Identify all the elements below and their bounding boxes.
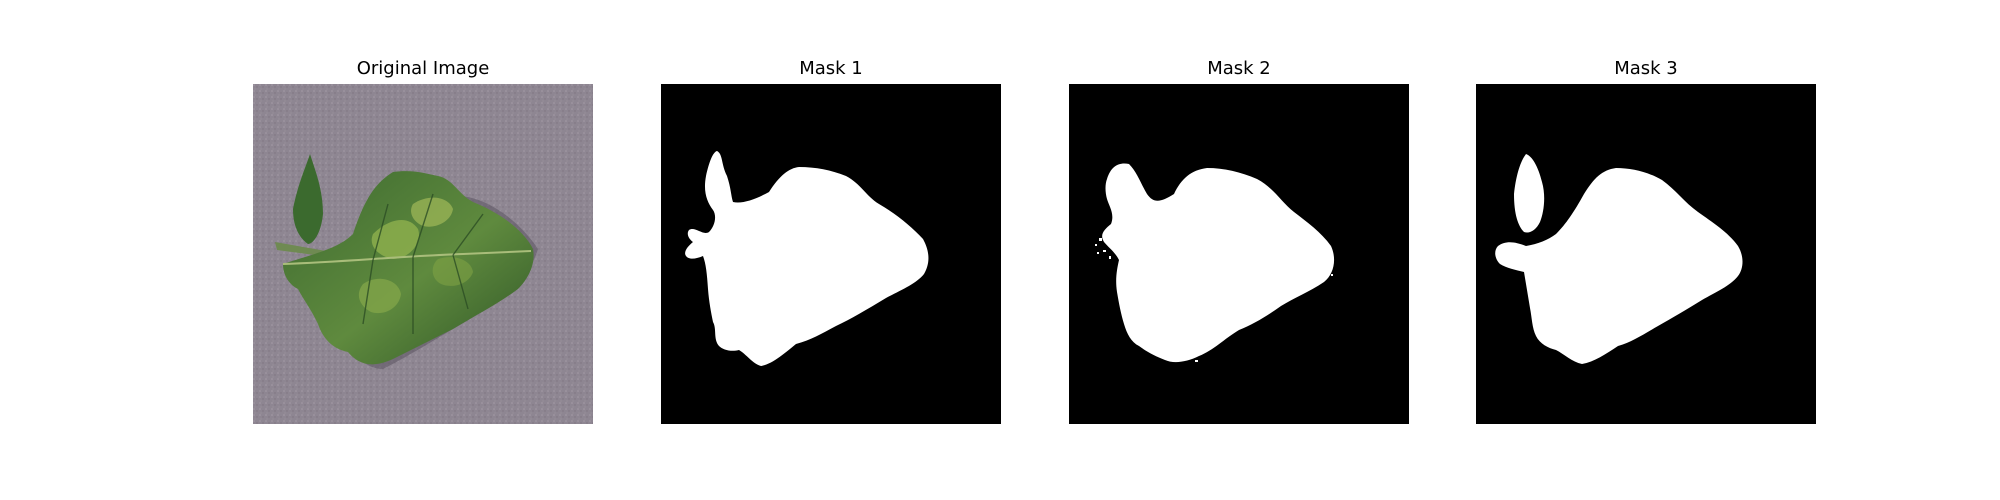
panel-mask-3: Mask 3 xyxy=(1476,0,1816,500)
panel-title-original: Original Image xyxy=(356,58,490,79)
panel-title-mask-1: Mask 1 xyxy=(799,58,863,79)
mask-2-region xyxy=(1102,163,1335,363)
original-leaf-photo xyxy=(253,84,593,424)
panel-mask-1: Mask 1 xyxy=(661,0,1001,500)
leaf-main-body xyxy=(283,171,534,365)
mask-3-lobe xyxy=(1514,154,1545,233)
leaf-lobe-small xyxy=(293,154,323,244)
mask-1-image xyxy=(661,84,1001,424)
mask-2-image xyxy=(1069,84,1409,424)
panel-original: Original Image xyxy=(253,0,593,500)
panel-title-mask-2: Mask 2 xyxy=(1207,58,1271,79)
mask-1-region xyxy=(685,151,929,366)
mask-3-image xyxy=(1476,84,1816,424)
panel-title-mask-3: Mask 3 xyxy=(1614,58,1678,79)
mask-3-region xyxy=(1495,168,1743,364)
panel-mask-2: Mask 2 xyxy=(1069,0,1409,500)
